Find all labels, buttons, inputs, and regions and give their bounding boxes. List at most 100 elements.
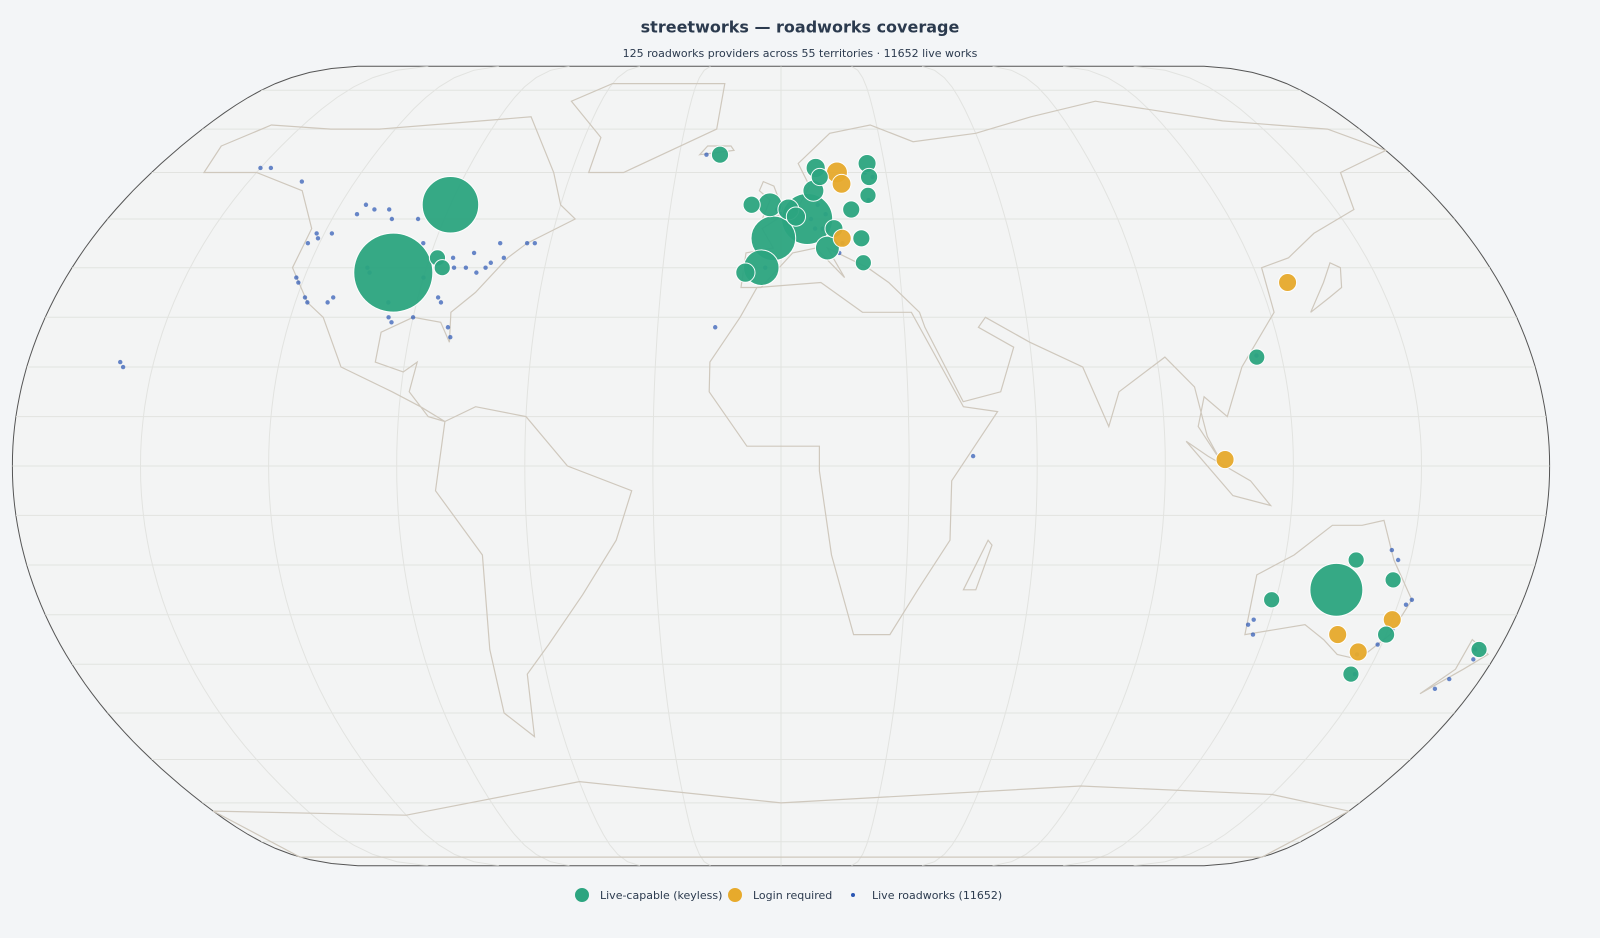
roadwork-dot <box>363 202 369 207</box>
coastline <box>1310 261 1343 313</box>
coastline <box>212 780 1351 858</box>
roadwork-dot <box>1432 686 1438 692</box>
roadwork-dot <box>331 295 336 300</box>
legend-label: Login required <box>753 889 832 902</box>
provider-marker <box>831 173 852 194</box>
graticule-line <box>268 66 500 866</box>
provider-marker <box>1347 551 1365 569</box>
roadwork-dot <box>415 216 421 222</box>
roadwork-dot <box>488 260 494 265</box>
roadwork-dot <box>120 364 126 370</box>
provider-marker <box>859 186 877 204</box>
roadwork-dot <box>329 231 335 236</box>
provider-marker <box>814 235 840 261</box>
graticule-line <box>396 66 570 866</box>
roadwork-dot <box>118 359 123 365</box>
roadwork-dot <box>448 335 453 340</box>
roadwork-dot <box>325 300 330 305</box>
roadwork-dot <box>1447 676 1452 682</box>
graticule <box>12 66 1550 866</box>
provider-marker <box>1384 571 1402 589</box>
legend-swatch <box>851 893 855 897</box>
roadwork-dot <box>704 152 709 157</box>
provider-marker <box>859 167 879 187</box>
providers-layer <box>353 145 1488 683</box>
coastline <box>1185 440 1273 507</box>
roadwork-dot <box>450 255 456 261</box>
roadwork-dot <box>389 320 394 325</box>
roadwork-dot <box>463 265 469 270</box>
roadwork-dot <box>389 216 395 222</box>
roadwork-dot <box>1375 642 1380 647</box>
provider-marker <box>832 228 852 248</box>
roadwork-dot <box>435 295 441 300</box>
legend-swatch <box>728 888 742 902</box>
provider-marker <box>1348 642 1368 662</box>
roadwork-dot <box>1250 632 1256 637</box>
roadwork-dot <box>474 270 479 275</box>
roadwork-dot <box>386 207 392 212</box>
coastline <box>434 406 633 738</box>
roadwork-dot <box>296 280 301 285</box>
provider-marker <box>421 175 480 234</box>
provider-marker <box>842 200 861 219</box>
coastline <box>570 83 726 174</box>
legend-label: Live roadworks (11652) <box>872 889 1002 902</box>
roadwork-dot <box>315 236 321 241</box>
roadwork-dot <box>498 240 503 246</box>
roadwork-dot <box>1409 597 1415 602</box>
roadwork-dot <box>1395 557 1401 563</box>
roadwork-dot <box>445 325 451 330</box>
roadwork-dot <box>386 315 391 320</box>
title: streetworks — roadworks coverage <box>641 18 960 37</box>
provider-marker <box>735 262 756 283</box>
coastline <box>962 539 993 591</box>
provider-marker <box>1470 640 1488 659</box>
roadwork-dot <box>294 275 299 280</box>
provider-marker <box>1215 450 1235 470</box>
roadwork-dot <box>438 300 444 305</box>
roadwork-dot <box>410 315 416 320</box>
graticule-line <box>992 66 1166 866</box>
roadwork-dot <box>305 240 311 246</box>
provider-marker <box>433 259 451 277</box>
legend-label: Live-capable (keyless) <box>600 889 722 902</box>
graticule-line <box>652 66 711 866</box>
legend-swatch <box>575 888 589 902</box>
roadwork-dot <box>1389 547 1395 553</box>
graticule-line <box>1062 66 1294 866</box>
coastline <box>708 281 999 636</box>
legend: Live-capable (keyless) Login required Live… <box>575 888 1002 902</box>
provider-marker <box>710 145 730 164</box>
roadwork-dot <box>299 179 305 184</box>
subtitle: 125 roadworks providers across 55 territ… <box>623 47 978 60</box>
roadwork-dot <box>314 231 319 236</box>
roadwork-dot <box>524 240 530 246</box>
roadwork-dot <box>970 453 976 459</box>
graticule-line <box>851 66 910 866</box>
roadwork-dot <box>451 265 457 270</box>
roadwork-dot <box>471 250 477 256</box>
provider-marker <box>1342 665 1360 683</box>
roadwork-dot <box>305 300 310 305</box>
provider-marker <box>1328 625 1348 645</box>
provider-marker <box>1309 562 1364 617</box>
roadwork-dot <box>354 212 360 217</box>
provider-marker <box>1248 348 1266 366</box>
graticule-line <box>524 66 641 866</box>
provider-marker <box>1278 273 1298 293</box>
roadwork-dot <box>421 240 426 246</box>
roadwork-dot <box>1245 622 1251 627</box>
provider-marker <box>1263 591 1281 609</box>
roadwork-dot <box>532 240 538 246</box>
provider-marker <box>810 167 829 187</box>
coastline <box>740 100 1388 462</box>
provider-marker <box>852 229 871 248</box>
graticule-line <box>921 66 1038 866</box>
provider-marker <box>353 232 434 313</box>
roadwork-dot <box>372 207 377 212</box>
roadwork-dot <box>268 165 274 171</box>
provider-marker <box>1377 625 1396 644</box>
roadwork-dot <box>1251 617 1256 622</box>
